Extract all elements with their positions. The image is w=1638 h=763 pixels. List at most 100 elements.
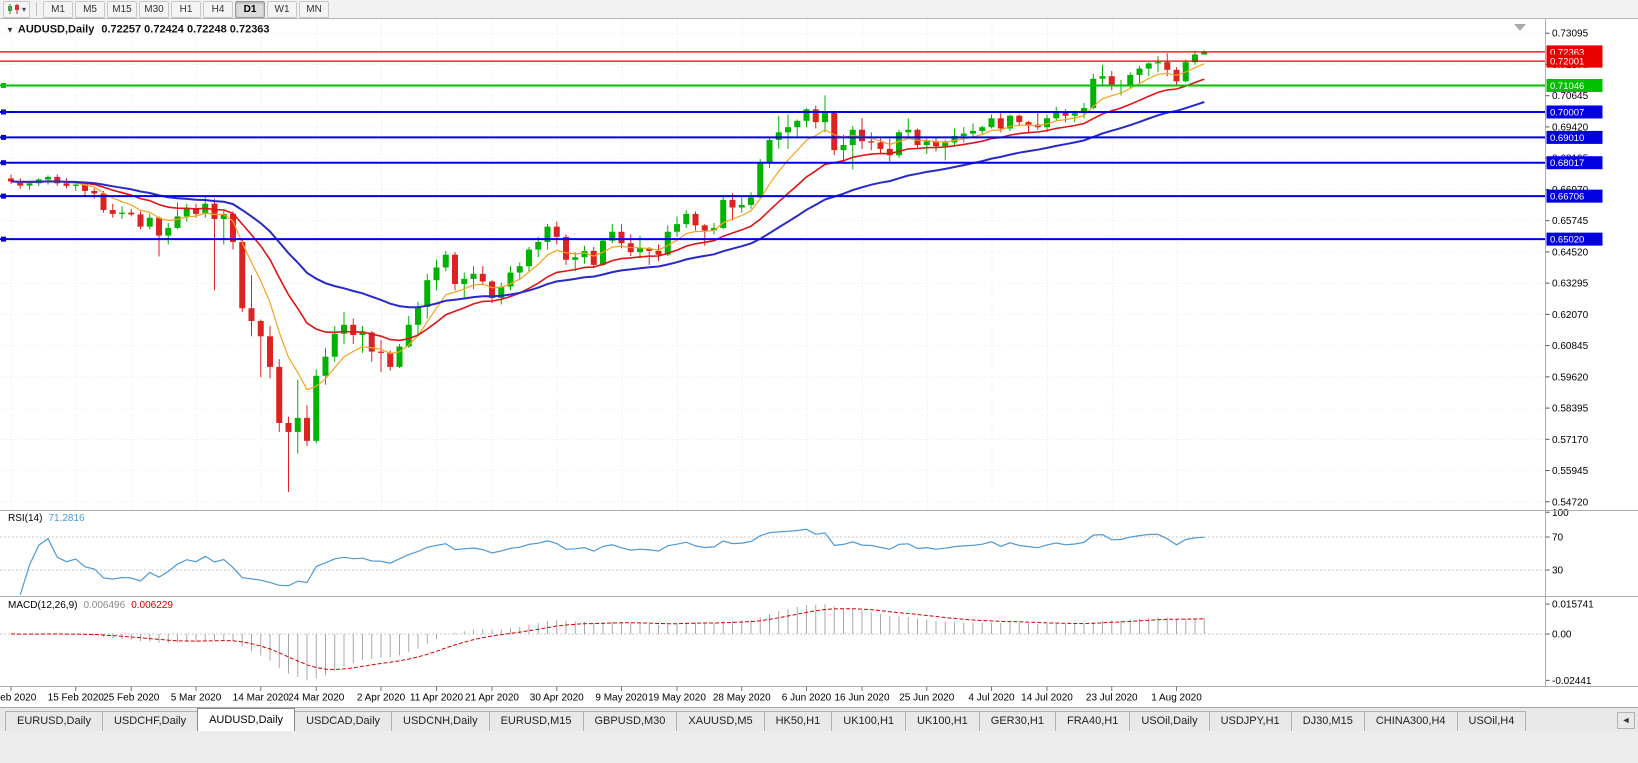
chart-tab-usdcad-daily[interactable]: USDCAD,Daily: [294, 711, 393, 731]
candle: [461, 278, 468, 285]
candle: [711, 227, 717, 231]
timeframe-button-mn[interactable]: MN: [299, 0, 330, 18]
candle: [840, 145, 847, 151]
candle: [775, 132, 782, 140]
collapse-arrow-icon: ▼: [6, 26, 14, 35]
chart-tab-gbpusd-m30[interactable]: GBPUSD,M30: [582, 711, 678, 731]
toolbar-separator: [36, 2, 38, 16]
candle: [544, 226, 551, 242]
price-tick-label: 0.55945: [1552, 466, 1589, 477]
candle: [646, 248, 653, 251]
candle: [859, 129, 865, 142]
macd-axis-label: 0.00: [1552, 630, 1572, 641]
candle: [82, 184, 88, 191]
chart-tab-usdjpy-h1[interactable]: USDJPY,H1: [1208, 711, 1292, 731]
candle: [137, 214, 144, 227]
timeframe-button-h4[interactable]: H4: [203, 0, 234, 18]
candle: [91, 190, 98, 194]
candle: [276, 366, 283, 423]
candle: [516, 266, 523, 273]
price-axis[interactable]: 0.730950.718700.706450.694200.681950.669…: [0, 19, 1638, 687]
candle: [26, 183, 33, 186]
hline-handle[interactable]: [1, 160, 6, 166]
candle: [553, 226, 560, 237]
hline-handle[interactable]: [1, 236, 6, 242]
chart-shift-marker[interactable]: [1514, 24, 1526, 31]
svg-text:0.69010: 0.69010: [1550, 133, 1584, 144]
timeframe-button-m5[interactable]: M5: [75, 0, 106, 18]
chart-type-button[interactable]: ▾: [3, 0, 31, 18]
chart-tab-usdcnh-daily[interactable]: USDCNH,Daily: [391, 711, 490, 731]
price-label-0.66706: [1546, 189, 1603, 203]
macd-main-value: 0.006496: [83, 600, 125, 611]
chart-tab-ger30-h1[interactable]: GER30,H1: [978, 711, 1056, 731]
candle: [45, 176, 51, 180]
ma-fast-line: [10, 63, 1205, 391]
date-label: 6 Jun 2020: [782, 693, 832, 704]
candle: [498, 286, 505, 299]
date-label: 21 Apr 2020: [465, 693, 519, 704]
candle: [165, 227, 172, 236]
candle: [507, 272, 514, 287]
candle: [489, 281, 495, 299]
candle: [442, 254, 449, 268]
candle: [128, 212, 135, 215]
candle: [1025, 122, 1032, 125]
timeframe-button-m15[interactable]: M15: [107, 0, 138, 18]
candle: [72, 184, 79, 186]
chart-tab-usoil-daily[interactable]: USOil,Daily: [1129, 711, 1210, 731]
chart-tab-hk50-h1[interactable]: HK50,H1: [763, 711, 833, 731]
candle: [590, 250, 597, 265]
timeframe-button-h1[interactable]: H1: [171, 0, 202, 18]
candle: [1136, 68, 1143, 75]
svg-text:0.72001: 0.72001: [1550, 57, 1584, 68]
candle: [257, 320, 264, 337]
candle: [193, 208, 199, 214]
candle: [618, 231, 625, 244]
timeframe-button-w1[interactable]: W1: [267, 0, 298, 18]
chart-tab-audusd-daily[interactable]: AUDUSD,Daily: [197, 708, 296, 731]
date-label: 25 Jun 2020: [899, 693, 954, 704]
date-label: 25 Feb 2020: [103, 693, 160, 704]
chart-tab-usdchf-daily[interactable]: USDCHF,Daily: [101, 711, 199, 731]
candle: [748, 197, 754, 205]
hline-handle[interactable]: [1, 109, 6, 115]
rsi-axis-label: 30: [1552, 566, 1564, 577]
rsi-value: 71.2816: [48, 513, 85, 524]
candle: [433, 267, 440, 281]
date-label: 14 Jul 2020: [1021, 693, 1073, 704]
candle: [766, 139, 773, 163]
rsi-line: [19, 528, 1205, 595]
chart-tab-china300-h4[interactable]: CHINA300,H4: [1363, 711, 1458, 731]
chart-canvas[interactable]: 100 70 30 0.015741 0.00 -0.02441 0.73095 0.71…: [0, 19, 1638, 707]
hline-handle[interactable]: [1, 82, 6, 88]
timeframe-button-m30[interactable]: M30: [139, 0, 170, 18]
chart-tab-bar: EURUSD,Daily USDCHF,Daily AUDUSD,Daily USDC…: [0, 707, 1638, 731]
candle: [886, 148, 893, 156]
chart-tab-xauusd-m5[interactable]: XAUUSD,M5: [676, 711, 765, 731]
price-label-0.68017: [1546, 156, 1603, 170]
hline-handle[interactable]: [1, 193, 6, 199]
chart-tab-eurusd-m15[interactable]: EURUSD,M15: [488, 711, 584, 731]
candle: [220, 213, 227, 219]
hline-handle[interactable]: [1, 134, 6, 140]
candle: [1007, 115, 1013, 129]
candle: [563, 236, 569, 260]
chart-tab-uk100-h1[interactable]: UK100,H1: [831, 711, 907, 731]
candle: [951, 136, 958, 143]
chart-tab-fra40-h1[interactable]: FRA40,H1: [1054, 711, 1131, 731]
candle: [683, 213, 690, 225]
chart-tab-dj30-m15[interactable]: DJ30,M15: [1290, 711, 1365, 731]
tab-scroll-left-button[interactable]: ◄: [1617, 712, 1635, 729]
timeframe-button-d1[interactable]: D1: [235, 0, 266, 18]
price-label-0.65020: [1546, 232, 1603, 246]
chart-tab-usoil-h4[interactable]: USOil,H4: [1456, 711, 1527, 731]
chart-tab-uk100-h1[interactable]: UK100,H1: [905, 711, 980, 731]
candle: [757, 162, 764, 198]
candle: [405, 324, 412, 347]
chart-tab-eurusd-daily[interactable]: EURUSD,Daily: [5, 711, 103, 731]
rsi-panel: 100 70 30: [0, 508, 1569, 595]
rsi-axis-label: 100: [1552, 508, 1569, 519]
timeframe-button-m1[interactable]: M1: [43, 0, 74, 18]
